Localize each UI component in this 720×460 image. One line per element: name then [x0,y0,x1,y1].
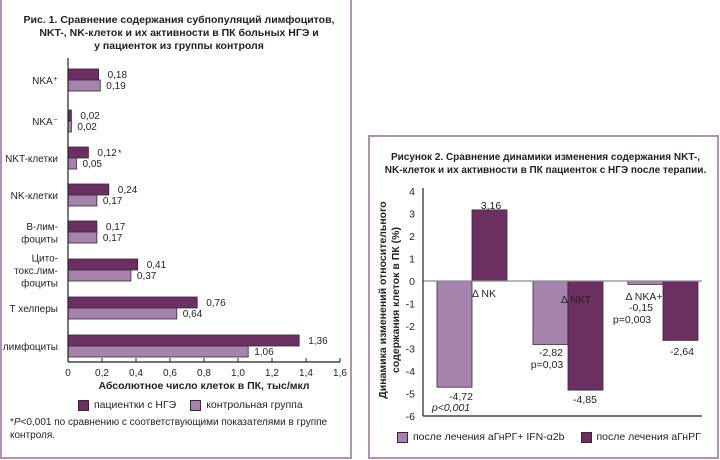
category-label: фоциты [21,278,58,290]
bar-agnrg [662,280,699,341]
legend-label-patients: пациентки с НГЭ [94,399,177,411]
legend-swatch-agnrg-ifn [397,431,408,443]
data-label-control: 0,19 [106,81,126,92]
y-tick-label: 2 [409,231,415,243]
figure-1-legend: пациентки с НГЭ контрольная группа [78,399,303,411]
category-label: NKA⁺ [32,76,58,87]
category-label: Δ NK [472,288,496,300]
legend-swatch-patients [78,399,89,411]
legend-swatch-control [190,399,202,411]
figure-2-panel: Рисунок 2. Сравнение динамики изменения … [368,135,719,459]
figure-1-title-line: NKT-, NK-клеток и их активности в ПК бол… [39,27,319,39]
category-label: токс.лим- [14,266,58,277]
x-tick-label: 0,6 [163,368,177,379]
y-tick-label: 3 [409,209,415,221]
y-tick-label: 1 [409,254,415,266]
category-label: NKA⁻ [32,117,58,128]
y-tick-label: -2 [406,321,415,333]
data-label-patients: 1,36 [308,336,328,347]
figure-1-title-line: Рис. 1. Сравнение содержания субпопуляци… [23,14,335,26]
x-axis-title: Абсолютное число клеток в ПК, тыс/мкл [98,380,309,392]
bar-agnrg [471,209,508,282]
category-label: Δ NKA+ [625,291,662,303]
data-label-patients: 0,12 [97,148,117,159]
data-label-control: 0,17 [103,196,123,207]
data-label-patients: 0,17 [106,222,126,233]
category-label: фоциты [21,233,58,245]
data-label-agnrg-ifn: -4,72 [449,391,473,403]
data-label-agnrg: -4,85 [573,394,597,406]
figure-2-title-line: Рисунок 2. Сравнение динамики изменения … [390,152,701,163]
data-label-control: 0,02 [77,122,97,133]
category-label: NK-клетки [11,191,58,202]
data-label-control: 0,64 [183,309,203,320]
x-tick-label: 1,0 [231,368,245,379]
category-label: NKT-клетки [5,154,58,165]
y-tick-label: -3 [406,344,415,356]
legend-label-agnrg: после лечения аГнРГ [596,431,701,443]
x-tick-label: 0,4 [129,368,143,379]
significance-marker: * [118,148,122,158]
y-tick-label: -5 [406,389,415,401]
x-tick-label: 0 [65,368,71,379]
x-tick-label: 0,2 [95,368,109,379]
data-label-agnrg: 3,16 [481,200,502,212]
y-tick-label: 4 [409,186,415,198]
figure-1-title-line: у пациенток из группы контроля [94,40,264,52]
legend-label-control: контрольная группа [206,399,303,411]
data-label-control: 0,17 [103,233,123,244]
data-label-agnrg-ifn: -2,82 [539,347,563,359]
y-tick-label: 0 [409,276,415,288]
y-tick-label: -1 [406,299,415,311]
category-label: Т хелперы [9,304,58,315]
p-value-label: p=0,003 [613,314,651,326]
data-label-control: 0,37 [137,271,157,282]
x-tick-label: 1,2 [265,368,279,379]
y-tick-label: -4 [406,366,415,378]
data-label-patients: 0,02 [80,111,100,122]
figure-1-panel: Рис. 1. Сравнение содержания субпопуляци… [0,0,352,459]
figure-2-title-line: NK-клеток и их активности в ПК пациенток… [384,165,707,176]
x-tick-label: 1,4 [299,368,313,379]
category-label: В-лим- [26,222,58,233]
bar-agnrg [567,280,604,391]
data-label-patients: 0,18 [108,70,128,81]
data-label-control: 0,05 [83,159,103,170]
bar-agnrg-ifn [532,280,569,345]
p-value-label: p<0,001 [431,402,470,414]
data-label-agnrg-ifn: -0,15 [629,302,653,314]
figure-1-footnote: *P<0,001 по сравнению с соответствующими… [10,416,340,442]
category-label: Δ NKT [561,294,592,306]
footnote-star: * [10,417,14,428]
p-value-label: p=0,03 [531,359,564,371]
figure-2-legend: после лечения аГнРГ+ IFN-α2b после лечен… [397,431,701,443]
data-label-patients: 0,41 [147,260,167,271]
bar-agnrg-ifn [436,280,473,388]
category-label: Т лимфоциты [0,341,58,353]
x-tick-label: 0,8 [197,368,211,379]
footnote-p: P [13,417,21,428]
x-tick-label: 1,6 [333,368,347,379]
data-label-patients: 0,76 [206,298,226,309]
y-axis-title-line: Динамика изменений относительного [377,201,389,398]
y-axis-title-line: содержания клеток в ПК (%) [390,227,402,373]
legend-label-agnrg-ifn: после лечения аГнРГ+ IFN-α2b [413,431,565,443]
category-label: Цито- [32,254,58,265]
legend-swatch-agnrg [580,431,592,443]
data-label-patients: 0,24 [118,185,138,196]
data-label-agnrg: -2,64 [670,346,694,358]
footnote-text: <0,001 по сравнению с соответствующими п… [10,417,328,441]
y-tick-label: -6 [406,411,415,423]
data-label-control: 1,06 [254,347,274,358]
figure-1-title: Рис. 1. Сравнение содержания субпопуляци… [4,14,354,53]
figure-2-title: Рисунок 2. Сравнение динамики изменения … [370,151,720,177]
